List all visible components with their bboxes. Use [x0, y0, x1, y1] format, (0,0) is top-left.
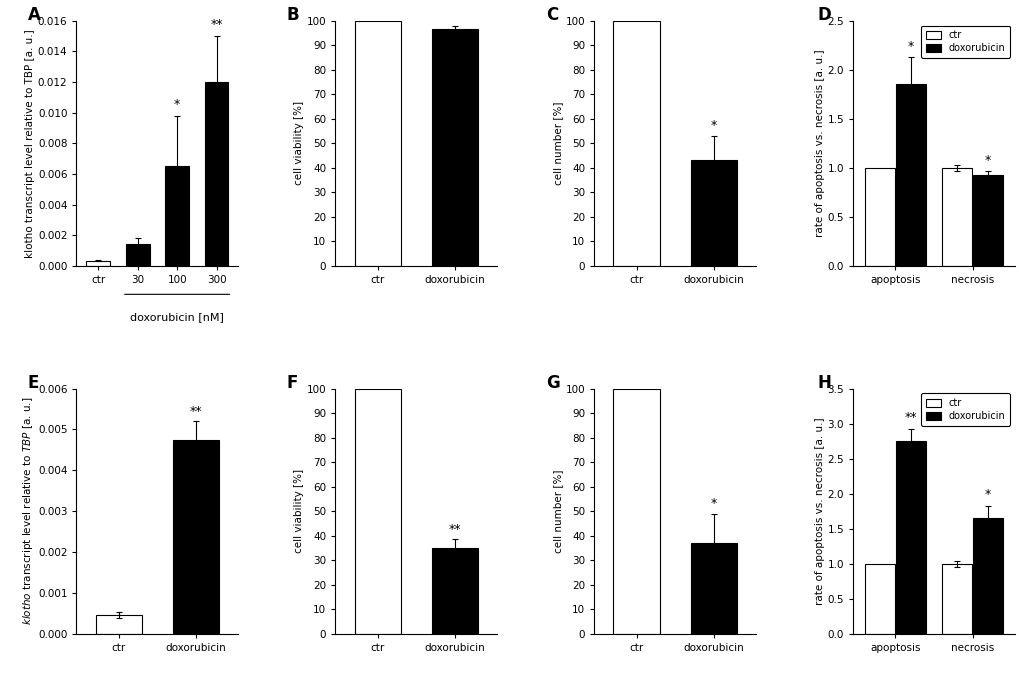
- Bar: [972, 518, 1002, 634]
- Bar: [165, 166, 189, 266]
- Y-axis label: cell number [%]: cell number [%]: [552, 101, 562, 185]
- Bar: [172, 440, 219, 634]
- Bar: [612, 389, 659, 634]
- Bar: [690, 161, 736, 266]
- Y-axis label: cell viability [%]: cell viability [%]: [293, 101, 304, 185]
- Bar: [612, 21, 659, 266]
- Text: H: H: [816, 374, 830, 392]
- Y-axis label: klotho transcript level relative to TBP [a. u.]: klotho transcript level relative to TBP …: [25, 29, 35, 258]
- Text: *: *: [983, 489, 990, 502]
- Text: *: *: [983, 154, 990, 167]
- Bar: [431, 29, 478, 266]
- Legend: ctr, doxorubicin: ctr, doxorubicin: [920, 25, 1009, 58]
- Bar: [96, 615, 142, 634]
- Text: C: C: [545, 6, 557, 24]
- Text: **: **: [904, 411, 916, 424]
- Text: B: B: [286, 6, 300, 24]
- Text: A: A: [28, 6, 41, 24]
- Text: *: *: [710, 119, 716, 132]
- Text: *: *: [174, 98, 180, 111]
- Y-axis label: $\it{klotho}$ transcript level relative to $\it{TBP}$ [a. u.]: $\it{klotho}$ transcript level relative …: [21, 397, 36, 626]
- Y-axis label: rate of apoptosis vs. necrosis [a. u.]: rate of apoptosis vs. necrosis [a. u.]: [814, 418, 824, 605]
- Text: G: G: [545, 374, 558, 392]
- Bar: [942, 168, 971, 266]
- Bar: [864, 168, 894, 266]
- Bar: [690, 543, 736, 634]
- Text: *: *: [710, 497, 716, 510]
- Text: F: F: [286, 374, 298, 392]
- Bar: [205, 82, 228, 266]
- Text: doxorubicin [nM]: doxorubicin [nM]: [130, 312, 224, 322]
- Bar: [972, 175, 1002, 266]
- Y-axis label: cell viability [%]: cell viability [%]: [293, 469, 304, 553]
- Text: *: *: [907, 40, 913, 53]
- Bar: [864, 564, 894, 634]
- Text: **: **: [190, 405, 202, 418]
- Legend: ctr, doxorubicin: ctr, doxorubicin: [920, 393, 1009, 426]
- Bar: [125, 245, 150, 266]
- Text: **: **: [448, 523, 461, 536]
- Y-axis label: rate of apoptosis vs. necrosis [a. u.]: rate of apoptosis vs. necrosis [a. u.]: [814, 50, 824, 237]
- Bar: [942, 564, 971, 634]
- Bar: [355, 21, 400, 266]
- Bar: [355, 389, 400, 634]
- Bar: [896, 441, 924, 634]
- Text: D: D: [816, 6, 830, 24]
- Bar: [431, 548, 478, 634]
- Bar: [896, 85, 924, 266]
- Y-axis label: cell number [%]: cell number [%]: [552, 469, 562, 553]
- Text: **: **: [210, 19, 222, 32]
- Text: E: E: [28, 374, 40, 392]
- Bar: [87, 260, 110, 266]
